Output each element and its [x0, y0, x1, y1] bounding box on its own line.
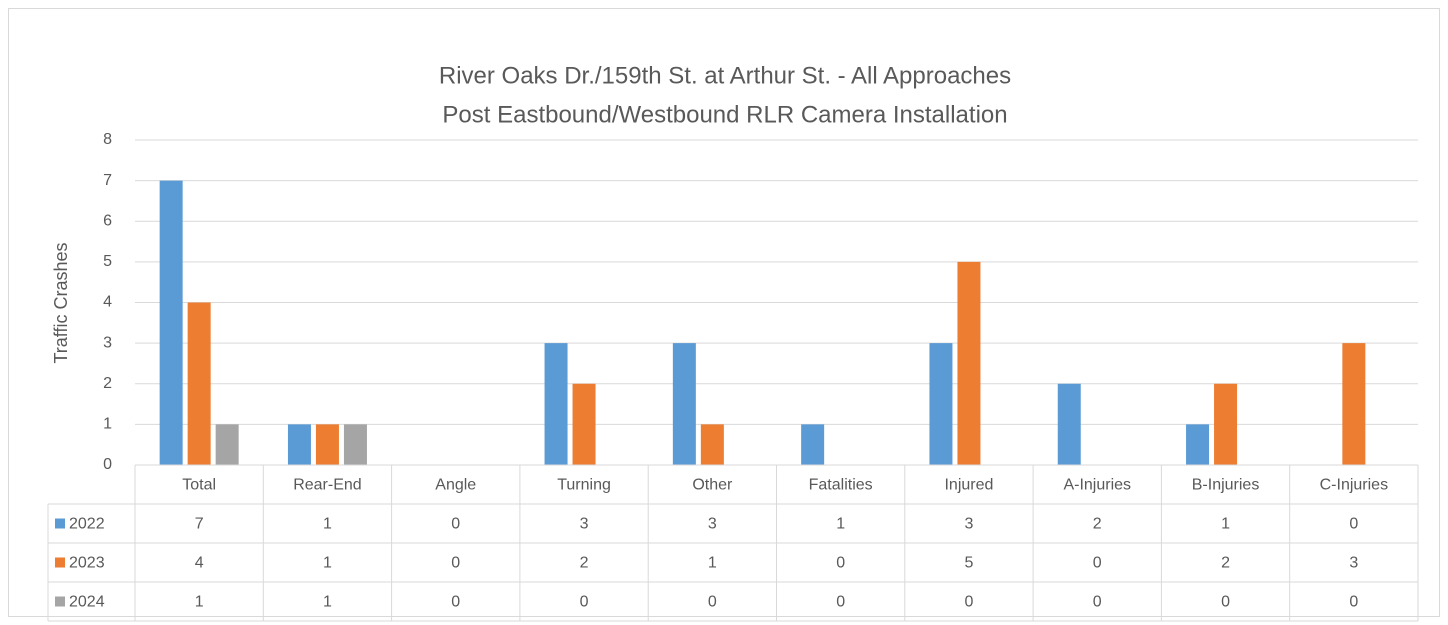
bar — [315, 424, 339, 465]
table-value: 1 — [1221, 516, 1230, 533]
table-value: 2 — [580, 555, 589, 572]
table-value: 0 — [1349, 594, 1358, 611]
bar — [1342, 343, 1366, 465]
legend-key — [55, 518, 65, 529]
table-value: 0 — [451, 594, 460, 611]
table-value: 1 — [323, 516, 332, 533]
chart-border — [8, 8, 1440, 617]
y-tick-label: 6 — [103, 212, 112, 229]
table-value: 3 — [708, 516, 717, 533]
legend-key — [55, 596, 65, 607]
bar — [801, 424, 825, 465]
x-tick-label: Injured — [944, 477, 993, 494]
table-value: 0 — [708, 594, 717, 611]
y-tick-label: 1 — [103, 416, 112, 433]
table-value: 4 — [195, 555, 204, 572]
table-value: 0 — [1093, 555, 1102, 572]
y-tick-label: 5 — [103, 253, 112, 270]
bar — [929, 343, 953, 465]
x-tick-label: Angle — [435, 477, 476, 494]
table-value: 7 — [195, 516, 204, 533]
table-value: 3 — [964, 516, 973, 533]
bar — [700, 424, 724, 465]
legend-key — [55, 557, 65, 568]
table-value: 1 — [708, 555, 717, 572]
bar — [544, 343, 568, 465]
chart-subtitle: Post Eastbound/Westbound RLR Camera Inst… — [442, 101, 1007, 128]
bar — [1214, 383, 1238, 465]
bar — [1057, 383, 1081, 465]
bar — [957, 261, 981, 465]
x-tick-label: Total — [182, 477, 216, 494]
table-value: 2 — [1093, 516, 1102, 533]
y-tick-label: 8 — [103, 131, 112, 148]
table-value: 1 — [323, 555, 332, 572]
table-value: 2 — [1221, 555, 1230, 572]
bar — [215, 424, 239, 465]
table-value: 0 — [580, 594, 589, 611]
y-tick-label: 7 — [103, 172, 112, 189]
x-tick-label: Rear-End — [293, 477, 361, 494]
x-tick-label: C-Injuries — [1320, 477, 1388, 494]
table-value: 1 — [323, 594, 332, 611]
bar — [1186, 424, 1210, 465]
table-value: 1 — [836, 516, 845, 533]
table-value: 0 — [451, 555, 460, 572]
x-tick-label: A-Injuries — [1063, 477, 1131, 494]
table-value: 3 — [580, 516, 589, 533]
bar — [343, 424, 367, 465]
table-value: 1 — [195, 594, 204, 611]
y-axis-label: Traffic Crashes — [51, 242, 71, 363]
chart-title: River Oaks Dr./159th St. at Arthur St. -… — [439, 62, 1011, 89]
table-value: 0 — [451, 516, 460, 533]
table-value: 0 — [964, 594, 973, 611]
legend-label: 2022 — [69, 516, 105, 533]
table-value: 0 — [836, 594, 845, 611]
x-tick-label: Other — [692, 477, 733, 494]
table-value: 0 — [836, 555, 845, 572]
bar — [572, 383, 596, 465]
bar — [672, 343, 696, 465]
bar — [287, 424, 311, 465]
table-value: 3 — [1349, 555, 1358, 572]
table-value: 0 — [1349, 516, 1358, 533]
y-tick-label: 4 — [103, 294, 112, 311]
bar — [187, 302, 211, 465]
legend-label: 2024 — [69, 594, 105, 611]
table-value: 0 — [1221, 594, 1230, 611]
y-tick-label: 0 — [103, 456, 112, 473]
table-value: 5 — [964, 555, 973, 572]
x-tick-label: Fatalities — [809, 477, 873, 494]
y-tick-label: 3 — [103, 334, 112, 351]
bar — [159, 180, 183, 465]
x-tick-label: Turning — [557, 477, 611, 494]
y-tick-label: 2 — [103, 375, 112, 392]
table-value: 0 — [1093, 594, 1102, 611]
legend-label: 2023 — [69, 555, 105, 572]
x-tick-label: B-Injuries — [1192, 477, 1260, 494]
